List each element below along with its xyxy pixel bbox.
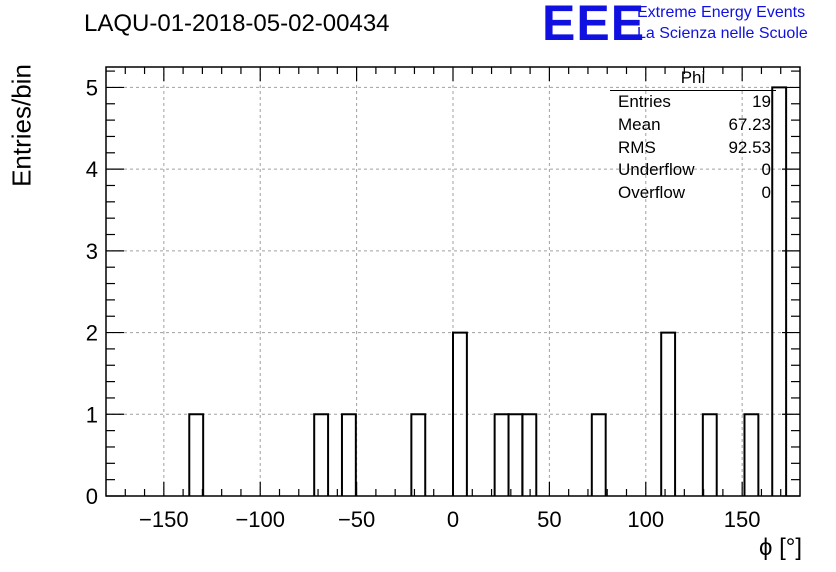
y-tick-label: 4 (86, 157, 98, 182)
histogram-bin (313, 413, 330, 496)
stats-box: Phi Entries 19 Mean 67.23 RMS 92.53 Unde… (610, 68, 776, 205)
y-tick-label: 2 (86, 321, 98, 346)
histogram-bin (701, 413, 718, 496)
y-tick-label: 0 (86, 484, 98, 509)
histogram-bin (410, 413, 427, 496)
eee-logo: EEE (542, 0, 646, 51)
histogram-bin (743, 413, 760, 496)
stats-value: 0 (761, 183, 771, 203)
stats-value: 0 (761, 160, 771, 180)
chart-title: LAQU-01-2018-05-02-00434 (84, 10, 390, 37)
x-tick-label: 50 (537, 507, 561, 532)
histogram-bin (521, 413, 538, 496)
stats-row: Entries 19 (610, 91, 776, 114)
stats-row: Mean 67.23 (610, 114, 776, 137)
histogram-bin (493, 413, 510, 496)
x-tick-label: −150 (139, 507, 189, 532)
histogram-bin (771, 86, 788, 496)
org-name-line2: La Scienza nelle Scuole (637, 25, 808, 42)
histogram-bin (340, 413, 357, 496)
stats-label: RMS (618, 137, 656, 157)
x-tick-label: −50 (338, 507, 375, 532)
stats-value: 92.53 (728, 137, 771, 157)
histogram-bin (590, 413, 607, 496)
y-tick-labels: 0 1 2 3 4 5 (86, 75, 98, 509)
org-name-line1: Extreme Energy Events (637, 4, 806, 21)
histogram-bin (660, 331, 677, 496)
stats-label: Underflow (618, 160, 695, 180)
stats-label: Overflow (618, 183, 686, 203)
histogram-bin (452, 331, 468, 496)
stats-label: Mean (618, 114, 661, 134)
y-tick-label: 1 (86, 402, 98, 427)
y-tick-label: 3 (86, 239, 98, 264)
stats-value: 67.23 (728, 114, 771, 134)
stats-value: 19 (752, 92, 771, 111)
y-tick-label: 5 (86, 75, 98, 100)
grid-lines (106, 67, 800, 496)
stats-row: RMS 92.53 (610, 137, 776, 160)
stats-title: Phi (610, 68, 776, 91)
x-tick-labels: −150 −100 −50 0 50 100 150 (139, 507, 760, 532)
stats-row: Underflow 0 (610, 159, 776, 182)
x-tick-label: 0 (447, 507, 459, 532)
x-axis-label: ϕ [°] (758, 534, 802, 561)
x-tick-label: −100 (235, 507, 285, 532)
x-tick-label: 100 (627, 507, 664, 532)
stats-row: Overflow 0 (610, 182, 776, 205)
plot-frame (105, 66, 801, 497)
x-tick-label: 150 (724, 507, 761, 532)
histogram-bins (188, 86, 788, 496)
histogram-bin (188, 413, 205, 496)
y-axis-label: Entries/bin (6, 64, 37, 187)
histogram-bin (507, 413, 524, 496)
stats-label: Entries (618, 92, 671, 111)
